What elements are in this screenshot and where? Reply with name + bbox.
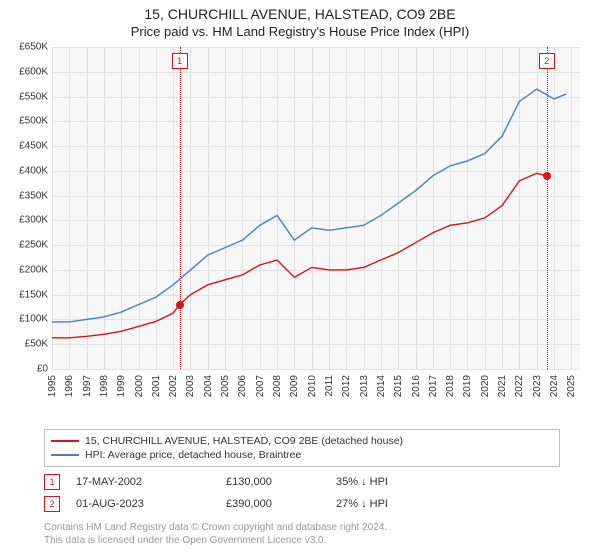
x-axis-label: 2013 [359, 375, 370, 397]
x-axis-label: 2004 [203, 375, 214, 397]
sale-price: £390,000 [226, 498, 336, 510]
sales-row: 1 17-MAY-2002£130,00035% ↓ HPI [44, 471, 560, 493]
x-axis-label: 1998 [99, 375, 110, 397]
x-axis-label: 2000 [134, 375, 145, 397]
legend-swatch [51, 454, 79, 456]
x-axis-label: 1999 [116, 375, 127, 397]
x-axis-label: 2023 [532, 375, 543, 397]
sale-marker-inline: 1 [44, 474, 60, 490]
series-hpi [52, 89, 566, 322]
x-axis-label: 2002 [168, 375, 179, 397]
x-axis-label: 2014 [376, 375, 387, 397]
footer: Contains HM Land Registry data © Crown c… [44, 521, 560, 547]
sale-marker-inline: 2 [44, 496, 60, 512]
x-axis-label: 2009 [289, 375, 300, 397]
chart-title-block: 15, CHURCHILL AVENUE, HALSTEAD, CO9 2BE … [0, 0, 600, 43]
chart: £0£50K£100K£150K£200K£250K£300K£350K£400… [8, 43, 592, 423]
x-axis-label: 2020 [480, 375, 491, 397]
x-axis-label: 2019 [462, 375, 473, 397]
legend-label: HPI: Average price, detached house, Brai… [85, 449, 301, 461]
legend-item-property: 15, CHURCHILL AVENUE, HALSTEAD, CO9 2BE … [51, 434, 553, 448]
x-axis-label: 2005 [220, 375, 231, 397]
sale-point [543, 172, 551, 180]
x-axis-label: 1995 [47, 375, 58, 397]
footer-line: This data is licensed under the Open Gov… [44, 534, 560, 547]
line-series-layer [8, 43, 580, 371]
legend-item-hpi: HPI: Average price, detached house, Brai… [51, 448, 553, 462]
x-axis-label: 2001 [151, 375, 162, 397]
x-axis-label: 2015 [393, 375, 404, 397]
x-axis-label: 2008 [272, 375, 283, 397]
legend-label: 15, CHURCHILL AVENUE, HALSTEAD, CO9 2BE … [85, 435, 403, 447]
series-property [52, 173, 547, 337]
x-axis-label: 2003 [185, 375, 196, 397]
x-axis-label: 1997 [82, 375, 93, 397]
sales-row: 2 01-AUG-2023£390,00027% ↓ HPI [44, 493, 560, 515]
x-axis-label: 1996 [64, 375, 75, 397]
x-axis-label: 2006 [237, 375, 248, 397]
sales-table: 1 17-MAY-2002£130,00035% ↓ HPI 2 01-AUG-202… [44, 471, 560, 515]
x-axis-label: 2017 [428, 375, 439, 397]
x-axis-label: 2016 [411, 375, 422, 397]
legend: 15, CHURCHILL AVENUE, HALSTEAD, CO9 2BE … [44, 429, 560, 467]
legend-swatch [51, 440, 79, 442]
sale-price: £130,000 [226, 476, 336, 488]
x-axis-label: 2021 [497, 375, 508, 397]
x-axis-label: 2012 [341, 375, 352, 397]
x-axis-label: 2010 [307, 375, 318, 397]
chart-subtitle: Price paid vs. HM Land Registry's House … [0, 24, 600, 39]
x-axis-label: 2018 [445, 375, 456, 397]
sale-point [176, 301, 184, 309]
x-axis-label: 2024 [549, 375, 560, 397]
sale-date: 01-AUG-2023 [76, 498, 226, 510]
x-axis-label: 2011 [324, 375, 335, 397]
sale-pct-vs-hpi: 27% ↓ HPI [336, 498, 388, 510]
x-axis-label: 2022 [514, 375, 525, 397]
chart-title: 15, CHURCHILL AVENUE, HALSTEAD, CO9 2BE [0, 6, 600, 22]
x-axis-label: 2025 [566, 375, 577, 397]
x-axis-label: 2007 [255, 375, 266, 397]
sale-date: 17-MAY-2002 [76, 476, 226, 488]
footer-line: Contains HM Land Registry data © Crown c… [44, 521, 560, 534]
sale-pct-vs-hpi: 35% ↓ HPI [336, 476, 388, 488]
